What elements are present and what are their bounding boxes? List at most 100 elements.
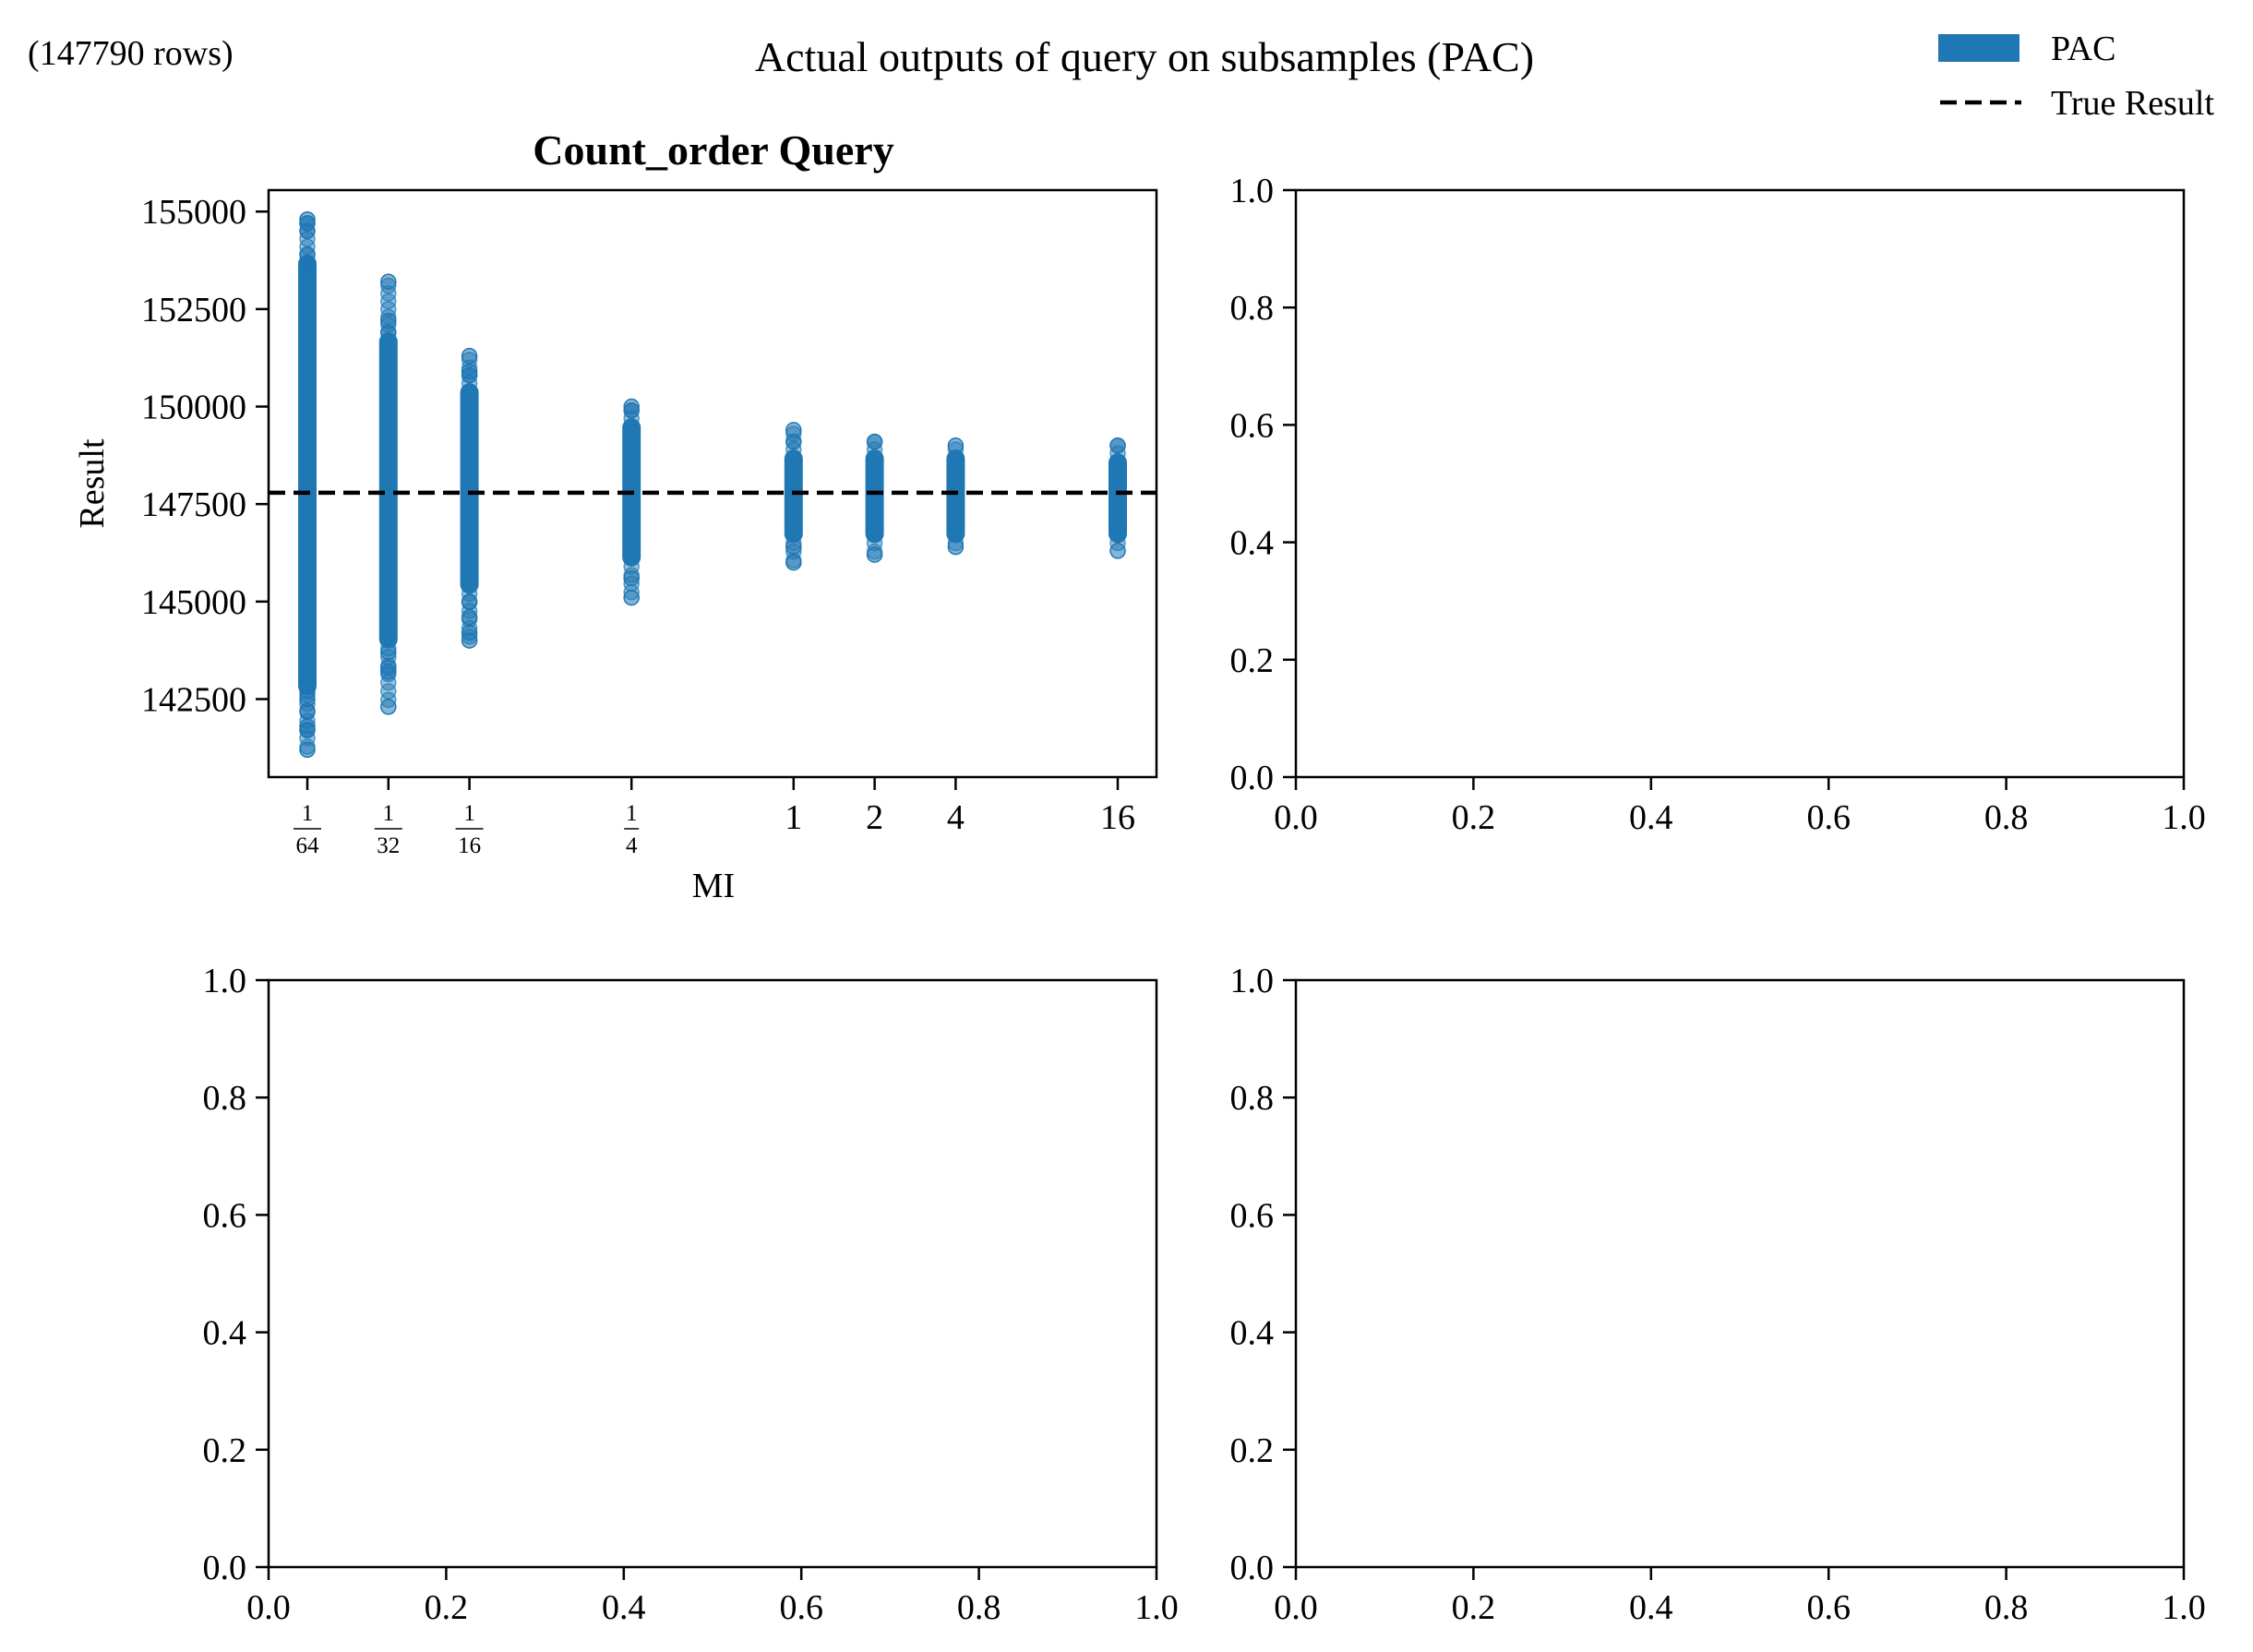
scatter-point (947, 538, 965, 556)
x-tick-numerator: 1 (463, 801, 475, 826)
scatter-point (299, 683, 316, 700)
scatter-point (1109, 437, 1126, 454)
scatter-point (866, 546, 883, 563)
empty-panel-4: 0.0 0.2 0.4 0.6 0.8 1.0 0.0 0.2 0.4 0.6 0.8 1.0 (1230, 962, 2206, 1627)
scatter-point-band (946, 449, 965, 544)
figure-title: Actual outputs of query on subsamples (P… (755, 33, 1534, 80)
x-tick-denominator: 16 (458, 833, 481, 858)
y-tick-label: 0.4 (203, 1314, 247, 1353)
x-tick-label: 0.8 (1984, 798, 2029, 837)
axes-frame (267, 978, 1158, 1569)
x-tick-denominator: 32 (377, 833, 400, 858)
x-tick-label: 0.2 (425, 1588, 469, 1627)
x-tick-label: 14 (624, 801, 640, 858)
scatter-point-band (865, 449, 884, 544)
y-tick-label: 0.4 (1230, 1314, 1275, 1353)
scatter-point (785, 538, 802, 556)
scatter-point (623, 398, 640, 415)
empty-panel-2: 0.0 0.2 0.4 0.6 0.8 1.0 0.0 0.2 0.4 0.6 0.8 1.0 (1230, 172, 2206, 837)
scatter-point-band (784, 449, 803, 544)
x-tick-label: 0.4 (1629, 798, 1673, 837)
scatter-point (380, 659, 397, 676)
y-tick-label: 1.0 (1230, 172, 1275, 210)
y-tick-label: 0.6 (1230, 1196, 1275, 1235)
x-tick-label: 1 (785, 798, 802, 837)
y-tick-label: 155000 (141, 193, 246, 232)
y-tick-label: 0.8 (203, 1079, 247, 1118)
scatter-point (623, 589, 640, 606)
scatter-point (461, 608, 478, 626)
scatter-point (461, 624, 478, 641)
scatter-point (947, 437, 965, 454)
x-tick-numerator: 1 (383, 801, 395, 826)
scatter-point (866, 433, 883, 450)
y-tick-label: 145000 (141, 583, 246, 622)
y-tick-label: 1.0 (203, 962, 247, 1000)
x-tick-label: 1.0 (2162, 798, 2206, 837)
legend-true-result-label: True Result (2051, 84, 2214, 123)
x-tick-label: 0.4 (1629, 1588, 1673, 1627)
scatter-point (461, 347, 478, 365)
x-tick-label: 0.6 (1806, 798, 1851, 837)
scatter-column (1109, 437, 1127, 559)
scatter-point (299, 741, 316, 759)
y-axis-label: Result (73, 438, 112, 529)
axes-frame (267, 188, 1158, 779)
y-tick-label: 0.6 (1230, 406, 1275, 445)
scatter-point (461, 593, 478, 610)
y-tick-label: 0.0 (1230, 1549, 1275, 1587)
y-axis: 142500 145000 147500 150000 152500 155000 (141, 193, 269, 719)
scatter-point (785, 554, 802, 571)
scatter-column (460, 347, 479, 649)
y-tick-label: 0.0 (203, 1549, 247, 1587)
x-tick-label: 16 (1100, 798, 1135, 837)
x-tick-label: 0.2 (1452, 1588, 1496, 1627)
x-tick-label: 0.4 (602, 1588, 646, 1627)
axes-frame (1294, 978, 2186, 1569)
y-tick-label: 0.2 (1230, 641, 1275, 680)
scatter-column (622, 398, 641, 606)
y-tick-label: 1.0 (1230, 962, 1275, 1000)
y-tick-label: 0.2 (1230, 1431, 1275, 1470)
scatter-point-band (378, 332, 398, 649)
panel-title: Count_order Query (533, 126, 893, 174)
x-tick-label: 132 (374, 801, 402, 858)
scatter-point (299, 718, 316, 735)
scatter-point (380, 699, 397, 715)
scatter-point (461, 363, 478, 380)
scatter-column (784, 422, 803, 571)
x-tick-label: 2 (866, 798, 883, 837)
y-tick-label: 142500 (141, 680, 246, 719)
row-count-note: (147790 rows) (28, 34, 234, 73)
scatter-point (623, 569, 640, 587)
x-tick-denominator: 4 (626, 833, 638, 858)
y-tick-label: 0.8 (1230, 1079, 1275, 1118)
scatter-point (299, 245, 316, 263)
y-tick-label: 0.4 (1230, 524, 1275, 563)
scatter-point-band (1109, 453, 1127, 544)
y-tick-label: 152500 (141, 291, 246, 329)
x-tick-label: 0.6 (1806, 1588, 1851, 1627)
scatter-column (865, 433, 884, 563)
y-tick-label: 0.8 (1230, 289, 1275, 328)
y-tick-label: 0.0 (1230, 759, 1275, 797)
axes-frame (1294, 188, 2186, 779)
x-tick-numerator: 1 (302, 801, 314, 826)
legend-pac-swatch (1938, 34, 2019, 62)
scatter-point (1109, 543, 1126, 559)
scatter-point (785, 422, 802, 438)
x-tick-label: 0.8 (957, 1588, 1001, 1627)
scatter-point (299, 210, 316, 228)
x-axis-label: MI (692, 867, 735, 905)
x-tick-label: 0.0 (1274, 1588, 1318, 1627)
panel-count-order: Count_order Query 142500 145000 147500 1500… (73, 126, 1158, 905)
x-tick-numerator: 1 (626, 801, 638, 826)
scatter-point (380, 273, 397, 291)
x-tick-label: 0.6 (779, 1588, 823, 1627)
y-tick-label: 0.6 (203, 1196, 247, 1235)
scatter-column (298, 210, 317, 759)
x-tick-label: 0.8 (1984, 1588, 2029, 1627)
x-tick-label: 0.0 (246, 1588, 291, 1627)
